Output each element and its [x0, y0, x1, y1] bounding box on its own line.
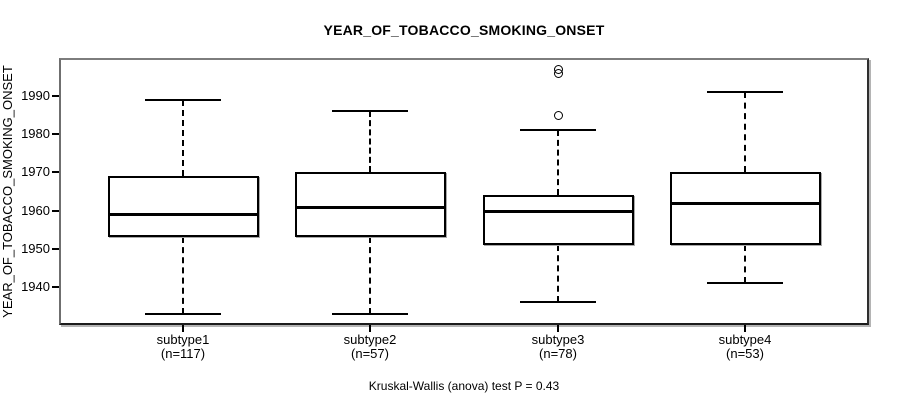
- y-tick-label: 1940: [21, 279, 50, 294]
- group-count-label: (n=53): [726, 345, 764, 361]
- group-count-label: (n=117): [160, 345, 206, 361]
- lower-whisker-cap: [707, 282, 783, 284]
- group-count-label: (n=78): [539, 345, 577, 361]
- group-count-label: (n=57): [351, 345, 389, 361]
- x-tick-label: subtype2 (n=57): [300, 333, 440, 360]
- x-tick-label: subtype4 (n=53): [675, 333, 815, 360]
- upper-whisker-line: [744, 92, 746, 172]
- stat-test-caption: Kruskal-Wallis (anova) test P = 0.43: [368, 379, 560, 393]
- y-axis-tick: [52, 286, 59, 288]
- group-label: subtype2: [343, 332, 397, 347]
- y-axis-tick: [52, 95, 59, 97]
- x-axis-tick: [557, 325, 559, 332]
- upper-whisker-cap: [332, 110, 408, 112]
- x-axis-tick: [369, 325, 371, 332]
- x-axis-tick: [182, 325, 184, 332]
- y-tick-label: 1970: [21, 164, 50, 179]
- upper-whisker-cap: [145, 99, 221, 101]
- group-label: subtype1: [156, 332, 210, 347]
- y-axis-tick: [52, 171, 59, 173]
- group-label: subtype4: [718, 332, 772, 347]
- median-line: [294, 206, 446, 209]
- lower-whisker-line: [744, 245, 746, 283]
- median-line: [482, 210, 634, 213]
- iqr-box: [294, 172, 446, 237]
- median-line: [669, 202, 821, 205]
- y-tick-label: 1950: [21, 241, 50, 256]
- plot-area: [59, 58, 869, 325]
- lower-whisker-line: [557, 245, 559, 302]
- iqr-box: [482, 195, 634, 245]
- upper-whisker-line: [369, 111, 371, 172]
- lower-whisker-cap: [520, 301, 596, 303]
- lower-whisker-cap: [145, 313, 221, 315]
- upper-whisker-cap: [520, 129, 596, 131]
- upper-whisker-line: [182, 100, 184, 176]
- y-tick-label: 1990: [21, 88, 50, 103]
- chart-title: YEAR_OF_TOBACCO_SMOKING_ONSET: [323, 22, 605, 38]
- outlier-point: [554, 111, 563, 120]
- x-tick-label: subtype3 (n=78): [488, 333, 628, 360]
- iqr-box: [669, 172, 821, 245]
- outlier-point: [554, 65, 563, 74]
- upper-whisker-line: [557, 130, 559, 195]
- y-axis-tick: [52, 210, 59, 212]
- upper-whisker-cap: [707, 91, 783, 93]
- y-axis-tick: [52, 248, 59, 250]
- lower-whisker-cap: [332, 313, 408, 315]
- lower-whisker-line: [369, 237, 371, 314]
- x-axis-tick: [744, 325, 746, 332]
- y-axis-tick: [52, 133, 59, 135]
- y-tick-label: 1960: [21, 203, 50, 218]
- group-label: subtype3: [531, 332, 585, 347]
- y-tick-label: 1980: [21, 126, 50, 141]
- median-line: [107, 213, 259, 216]
- x-tick-label: subtype1 (n=117): [113, 333, 253, 360]
- iqr-box: [107, 176, 259, 237]
- lower-whisker-line: [182, 237, 184, 314]
